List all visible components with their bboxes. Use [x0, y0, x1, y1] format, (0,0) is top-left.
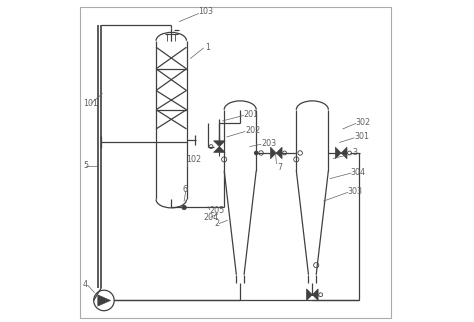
Polygon shape — [312, 289, 318, 300]
Polygon shape — [98, 295, 110, 306]
Text: 5: 5 — [83, 161, 88, 170]
Polygon shape — [214, 147, 225, 152]
Polygon shape — [214, 141, 225, 147]
Text: 102: 102 — [186, 155, 201, 164]
Polygon shape — [336, 147, 341, 159]
Text: 303: 303 — [347, 187, 363, 196]
Text: 301: 301 — [354, 132, 369, 141]
Text: 7: 7 — [277, 163, 282, 172]
Text: 202: 202 — [245, 126, 260, 135]
Polygon shape — [276, 147, 282, 159]
Text: 204: 204 — [203, 213, 219, 222]
Text: 2: 2 — [215, 219, 219, 228]
Text: 201: 201 — [244, 110, 258, 119]
Text: 302: 302 — [356, 118, 371, 127]
Text: 4: 4 — [83, 280, 88, 289]
Text: 6: 6 — [182, 185, 188, 194]
Text: 203: 203 — [261, 139, 276, 148]
Circle shape — [182, 205, 186, 210]
Polygon shape — [271, 147, 276, 159]
Polygon shape — [341, 147, 347, 159]
Text: 101: 101 — [83, 99, 98, 108]
Polygon shape — [307, 289, 312, 300]
Text: 304: 304 — [351, 168, 366, 177]
Text: 205: 205 — [210, 206, 225, 215]
Circle shape — [255, 151, 258, 155]
Text: 3: 3 — [353, 148, 357, 157]
Text: 1: 1 — [205, 43, 210, 52]
Text: 103: 103 — [199, 7, 213, 16]
